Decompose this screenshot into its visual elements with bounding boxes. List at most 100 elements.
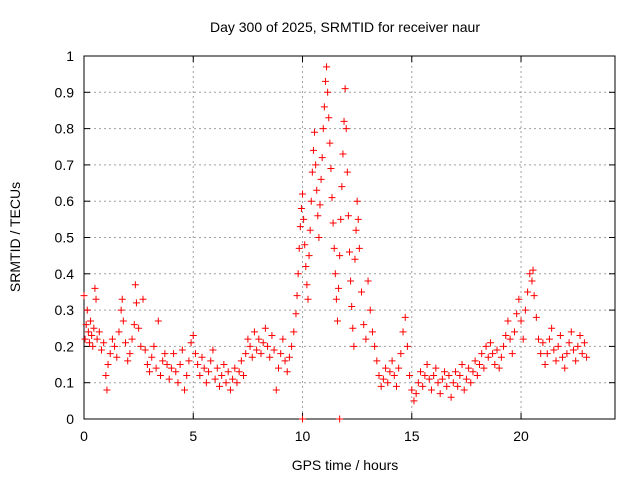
data-point [318, 154, 326, 162]
data-point [529, 266, 537, 274]
data-point [229, 375, 237, 383]
data-point [154, 317, 162, 325]
data-point [174, 379, 182, 387]
data-point [92, 295, 100, 303]
data-point [360, 321, 368, 329]
data-point [307, 197, 315, 205]
data-point [434, 379, 442, 387]
data-point [97, 346, 105, 354]
data-point [277, 350, 285, 358]
data-point [113, 353, 121, 361]
data-point [312, 161, 320, 169]
data-point [436, 390, 444, 398]
y-tick-label: 0 [66, 411, 74, 427]
data-point [81, 335, 89, 343]
data-point [362, 335, 370, 343]
data-point [82, 321, 90, 329]
data-point [187, 339, 195, 347]
data-point [207, 357, 215, 365]
data-point [364, 277, 372, 285]
y-tick-label: 0.5 [55, 230, 75, 246]
data-point [272, 386, 280, 394]
data-point [191, 350, 199, 358]
data-point [471, 357, 479, 365]
data-point [323, 63, 331, 71]
data-point [408, 386, 416, 394]
data-point [130, 321, 138, 329]
data-point [317, 175, 325, 183]
data-point [478, 350, 486, 358]
data-point [508, 350, 516, 358]
data-point [339, 150, 347, 158]
data-point [246, 342, 254, 350]
y-tick-label: 0.2 [55, 338, 75, 354]
data-point [224, 368, 232, 376]
data-point [285, 353, 293, 361]
data-point [141, 346, 149, 354]
data-point [161, 350, 169, 358]
data-point [279, 335, 287, 343]
chart-title: Day 300 of 2025, SRMTID for receiver nau… [210, 19, 480, 35]
data-point [554, 342, 562, 350]
data-point [397, 350, 405, 358]
data-point [500, 342, 508, 350]
data-point [371, 342, 379, 350]
data-point [521, 306, 529, 314]
data-point [302, 263, 310, 271]
data-point [137, 342, 145, 350]
data-point [335, 284, 343, 292]
data-point [353, 197, 361, 205]
data-point [467, 379, 475, 387]
data-point [88, 332, 96, 340]
data-point [384, 379, 392, 387]
data-point [304, 295, 312, 303]
data-point [231, 364, 239, 372]
data-point [559, 353, 567, 361]
data-point [445, 371, 453, 379]
data-point [348, 302, 356, 310]
data-point [292, 310, 300, 318]
x-tick-label: 10 [295, 428, 311, 444]
data-point [458, 361, 466, 369]
data-point [293, 292, 301, 300]
data-point [119, 317, 127, 325]
data-point [132, 299, 140, 307]
data-point [480, 364, 488, 372]
data-point [311, 128, 319, 136]
data-point [200, 364, 208, 372]
data-point [300, 215, 308, 223]
y-tick-labels: 0 0.1 0.2 0.3 0.4 0.5 0.6 0.7 0.8 0.9 1 [55, 48, 75, 427]
x-axis-label: GPS time / hours [292, 457, 399, 473]
data-point [248, 353, 256, 361]
data-point [255, 335, 263, 343]
data-point [572, 357, 580, 365]
data-point [504, 317, 512, 325]
data-point [327, 165, 335, 173]
data-point [537, 350, 545, 358]
data-point [552, 357, 560, 365]
data-point [530, 292, 538, 300]
x-tick-label: 15 [404, 428, 420, 444]
data-point [189, 332, 197, 340]
data-point [569, 346, 577, 354]
data-point [423, 361, 431, 369]
data-point [95, 328, 103, 336]
data-point [583, 353, 591, 361]
data-point [240, 371, 248, 379]
data-point [427, 386, 435, 394]
data-point [493, 346, 501, 354]
data-point [261, 324, 269, 332]
data-point [213, 364, 221, 372]
data-point [297, 204, 305, 212]
data-point [290, 328, 298, 336]
data-point [118, 295, 126, 303]
data-point [401, 313, 409, 321]
data-point [443, 382, 451, 390]
data-point [244, 335, 252, 343]
data-point [306, 226, 314, 234]
data-point [296, 223, 304, 231]
data-point [447, 393, 455, 401]
data-point [170, 350, 178, 358]
data-point [325, 114, 333, 122]
data-point [85, 339, 93, 347]
